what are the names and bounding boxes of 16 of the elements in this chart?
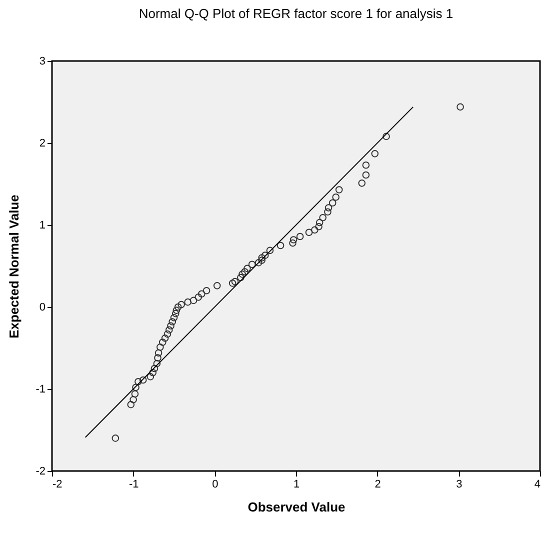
x-tick-label: -1 — [128, 478, 139, 490]
y-axis-title: Expected Normal Value — [6, 194, 22, 338]
x-tick-label: 0 — [212, 478, 218, 490]
x-axis-title: Observed Value — [248, 500, 346, 514]
y-tick-label: 3 — [39, 56, 46, 68]
y-tick-label: -2 — [36, 466, 46, 478]
x-tick-label: 3 — [456, 478, 462, 490]
y-tick-label: 2 — [39, 138, 46, 150]
x-tick-label: -2 — [52, 478, 62, 490]
y-tick-label: -1 — [36, 384, 46, 396]
chart-title: Normal Q-Q Plot of REGR factor score 1 for analysis 1 — [138, 6, 454, 21]
x-tick-label: 1 — [293, 478, 300, 490]
y-tick-label: 0 — [39, 302, 46, 314]
x-tick-label: 2 — [374, 478, 381, 490]
y-tick-label: 1 — [39, 220, 46, 232]
x-tick-label: 4 — [534, 478, 540, 490]
